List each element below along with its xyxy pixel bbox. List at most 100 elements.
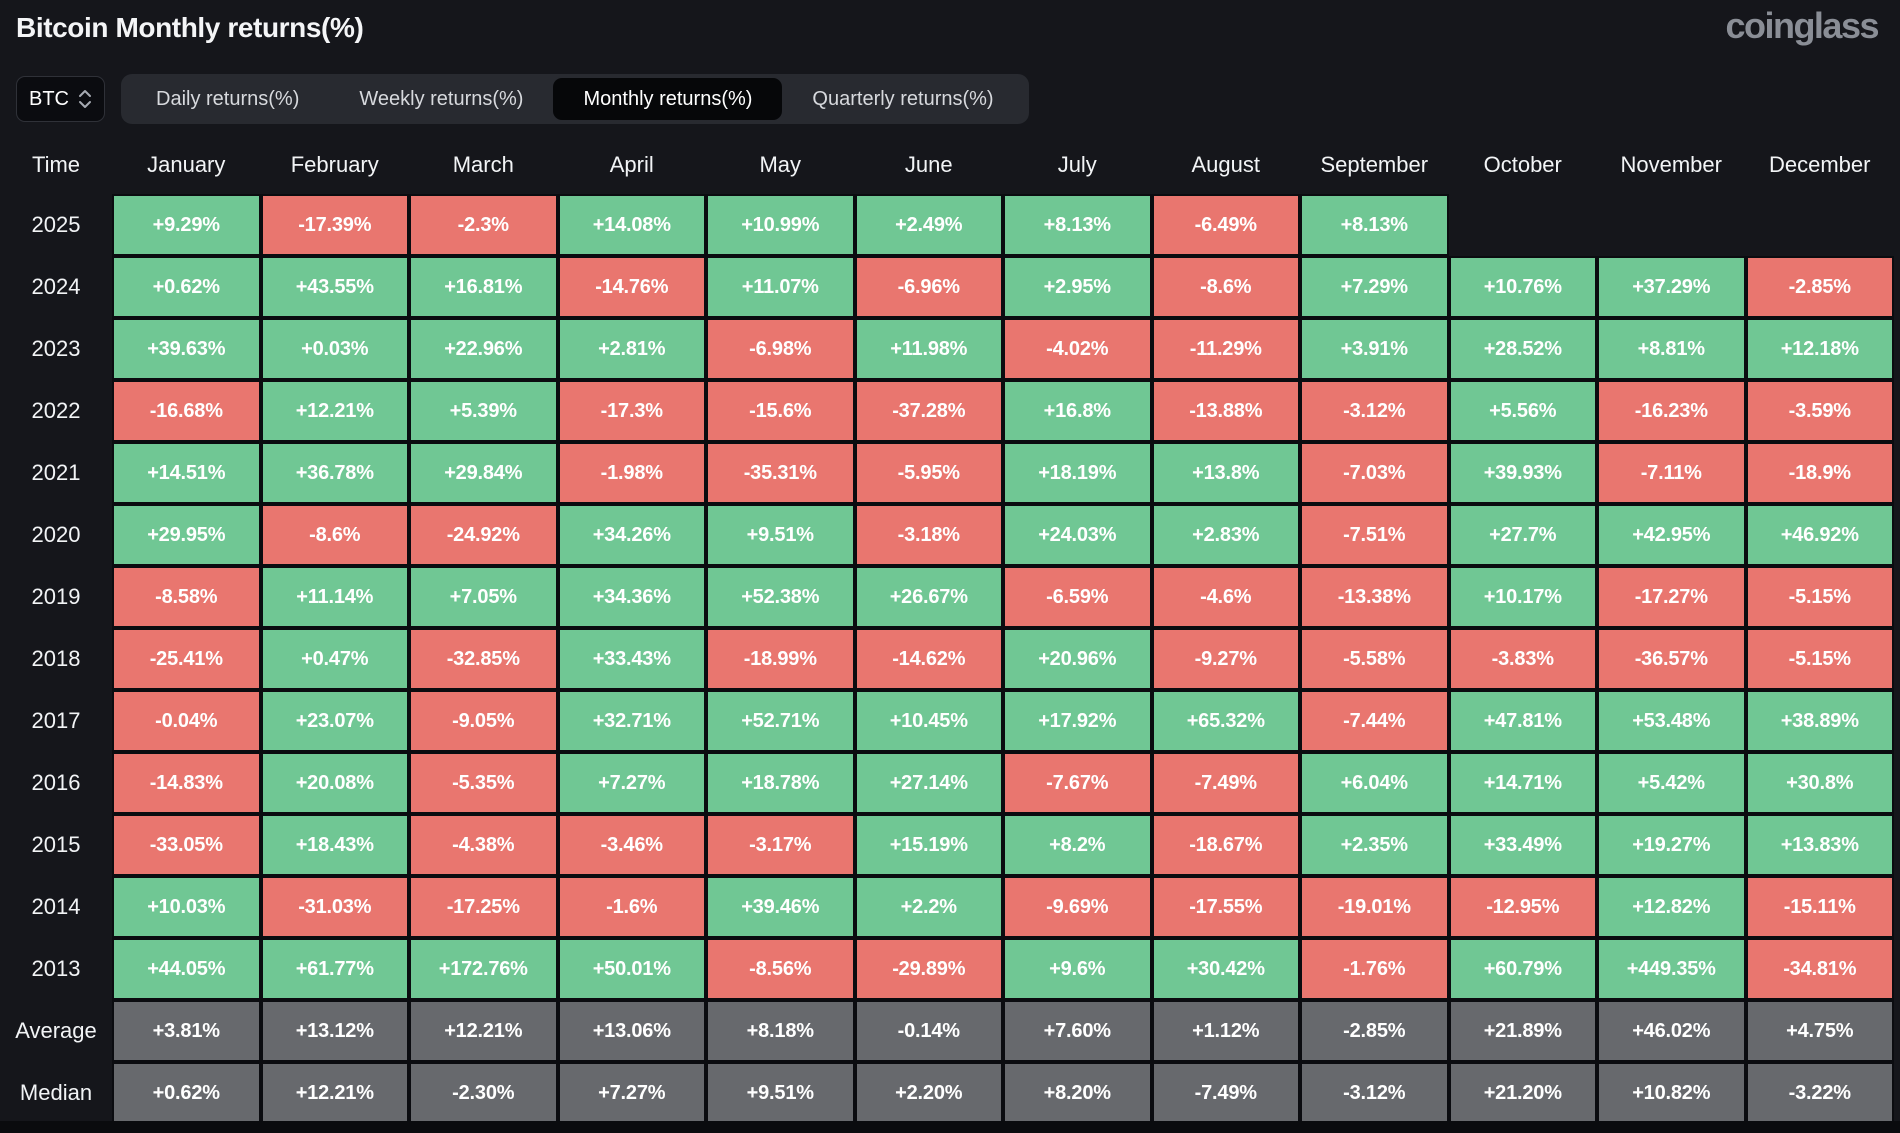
symbol-select[interactable]: BTC	[16, 76, 105, 122]
return-cell: -9.05%	[409, 690, 558, 752]
tab-quarterly-returns[interactable]: Quarterly returns(%)	[782, 78, 1023, 120]
return-cell: +6.04%	[1300, 752, 1449, 814]
return-cell: +20.96%	[1003, 628, 1152, 690]
return-cell: +12.21%	[260, 1062, 409, 1124]
return-cell: +2.49%	[854, 194, 1003, 256]
return-cell: +7.60%	[1003, 1000, 1152, 1062]
return-cell: -17.27%	[1597, 566, 1746, 628]
return-cell: +33.49%	[1448, 814, 1597, 876]
return-cell: -33.05%	[112, 814, 261, 876]
coinglass-logo: coinglass	[1725, 5, 1879, 46]
return-cell: -34.81%	[1745, 938, 1894, 1000]
return-cell: +14.71%	[1448, 752, 1597, 814]
return-cell: +5.56%	[1448, 380, 1597, 442]
row-label-2020: 2020	[31, 522, 81, 547]
return-cell: +20.08%	[260, 752, 409, 814]
return-cell: -16.68%	[112, 380, 261, 442]
return-cell: -4.02%	[1003, 318, 1152, 380]
return-cell: -6.49%	[1151, 194, 1300, 256]
return-cell: -3.83%	[1448, 628, 1597, 690]
return-cell: -11.29%	[1151, 318, 1300, 380]
return-cell: -18.9%	[1745, 442, 1894, 504]
return-cell: -7.44%	[1300, 690, 1449, 752]
return-cell: +32.71%	[557, 690, 706, 752]
symbol-select-value: BTC	[29, 87, 69, 110]
column-header-month: May	[759, 152, 802, 177]
return-cell: +2.83%	[1151, 504, 1300, 566]
return-cell: +13.06%	[557, 1000, 706, 1062]
return-cell: +8.20%	[1003, 1062, 1152, 1124]
tab-weekly-returns[interactable]: Weekly returns(%)	[329, 78, 553, 120]
return-cell: +14.08%	[557, 194, 706, 256]
return-cell: +12.21%	[409, 1000, 558, 1062]
return-cell: +10.76%	[1448, 256, 1597, 318]
return-cell: +10.03%	[112, 876, 261, 938]
column-header-month: September	[1320, 152, 1429, 177]
return-cell: +47.81%	[1448, 690, 1597, 752]
return-cell: +5.39%	[409, 380, 558, 442]
return-cell: +46.02%	[1597, 1000, 1746, 1062]
return-cell: -14.76%	[557, 256, 706, 318]
return-cell: +10.99%	[706, 194, 855, 256]
return-cell: +10.82%	[1597, 1062, 1746, 1124]
return-cell: +9.51%	[706, 504, 855, 566]
return-cell: -3.17%	[706, 814, 855, 876]
return-cell: +13.12%	[260, 1000, 409, 1062]
return-cell: -3.22%	[1745, 1062, 1894, 1124]
return-cell: +8.81%	[1597, 318, 1746, 380]
row-label-2013: 2013	[31, 956, 81, 981]
return-cell: +18.78%	[706, 752, 855, 814]
return-cell: -7.67%	[1003, 752, 1152, 814]
return-cell: +11.14%	[260, 566, 409, 628]
return-cell: +2.35%	[1300, 814, 1449, 876]
return-cell: -7.49%	[1151, 1062, 1300, 1124]
column-header-month: March	[452, 152, 514, 177]
row-label-2016: 2016	[31, 770, 81, 795]
return-cell: -3.46%	[557, 814, 706, 876]
return-cell: -17.25%	[409, 876, 558, 938]
return-cell: +12.82%	[1597, 876, 1746, 938]
return-cell: +11.98%	[854, 318, 1003, 380]
return-cell: +17.92%	[1003, 690, 1152, 752]
return-cell: -15.6%	[706, 380, 855, 442]
return-cell: -12.95%	[1448, 876, 1597, 938]
return-cell: +39.93%	[1448, 442, 1597, 504]
return-cell: +44.05%	[112, 938, 261, 1000]
return-cell: +34.36%	[557, 566, 706, 628]
return-cell: -6.96%	[854, 256, 1003, 318]
return-cell: +4.75%	[1745, 1000, 1894, 1062]
return-cell: -4.38%	[409, 814, 558, 876]
return-cell: -17.39%	[260, 194, 409, 256]
return-cell: -0.04%	[112, 690, 261, 752]
return-cell: -14.83%	[112, 752, 261, 814]
return-cell: +2.20%	[854, 1062, 1003, 1124]
return-cell: -25.41%	[112, 628, 261, 690]
return-cell: +60.79%	[1448, 938, 1597, 1000]
page-title: Bitcoin Monthly returns(%)	[16, 12, 364, 43]
return-cell: +18.43%	[260, 814, 409, 876]
row-label-2023: 2023	[31, 336, 81, 361]
return-cell: -17.55%	[1151, 876, 1300, 938]
return-cell: -2.30%	[409, 1062, 558, 1124]
tab-daily-returns[interactable]: Daily returns(%)	[126, 78, 329, 120]
return-cell: +52.38%	[706, 566, 855, 628]
return-cell: +0.62%	[112, 1062, 261, 1124]
select-chevrons-icon	[78, 89, 92, 109]
row-label-median: Median	[19, 1080, 93, 1105]
return-cell: +22.96%	[409, 318, 558, 380]
return-cell: +3.91%	[1300, 318, 1449, 380]
return-cell: +1.12%	[1151, 1000, 1300, 1062]
return-cell: -2.85%	[1300, 1000, 1449, 1062]
tab-monthly-returns[interactable]: Monthly returns(%)	[553, 78, 783, 120]
return-cell: -17.3%	[557, 380, 706, 442]
return-cell: +36.78%	[260, 442, 409, 504]
return-cell: -5.15%	[1745, 566, 1894, 628]
return-cell: +449.35%	[1597, 938, 1746, 1000]
return-cell: -9.69%	[1003, 876, 1152, 938]
return-cell: +2.95%	[1003, 256, 1152, 318]
return-cell: +8.2%	[1003, 814, 1152, 876]
return-cell: +24.03%	[1003, 504, 1152, 566]
return-cell: +14.51%	[112, 442, 261, 504]
return-cell: +16.8%	[1003, 380, 1152, 442]
return-cell: +39.63%	[112, 318, 261, 380]
